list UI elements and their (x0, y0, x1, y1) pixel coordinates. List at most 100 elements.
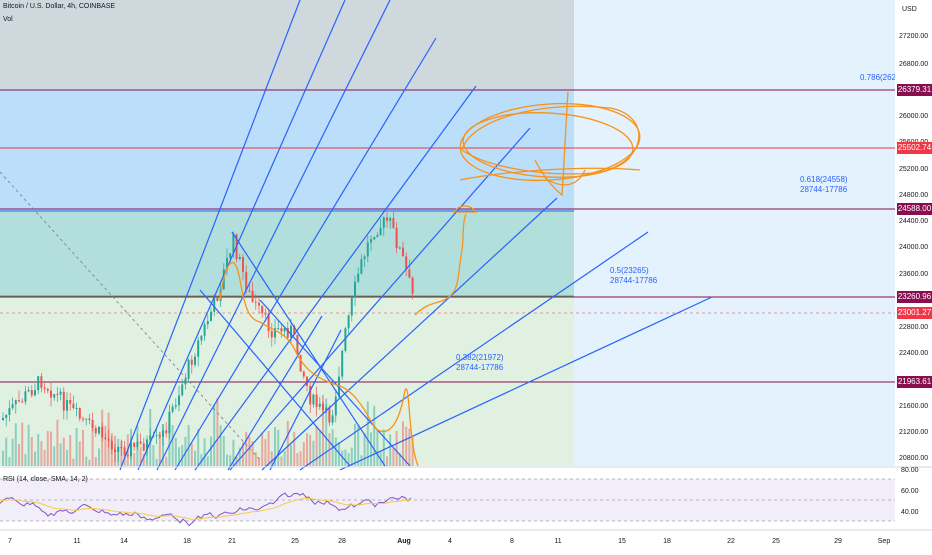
volume-bar (62, 437, 65, 466)
price-axis[interactable]: USD 27200.00 26800.00 26000.00 25600.00 … (895, 0, 932, 530)
ellipse-drawing[interactable] (461, 109, 634, 182)
rsi-sma-line (0, 497, 412, 520)
candle-body (376, 234, 379, 237)
candle-body (213, 297, 216, 312)
fan-line[interactable] (174, 37, 437, 471)
candle-body (238, 257, 241, 260)
volume-bar (411, 435, 414, 466)
candlesticks (2, 211, 414, 463)
volume-bar (238, 447, 241, 466)
candle-body (318, 403, 321, 407)
volume-bar (392, 448, 395, 466)
volume-bar (357, 425, 360, 466)
rsi-line (0, 492, 412, 527)
candle-body (66, 400, 68, 411)
fib-zone-top (0, 0, 574, 90)
candle-body (139, 441, 142, 444)
rsi-pane[interactable]: RSI (14, close, SMA, 14, 2) 80.00 60.00 … (0, 466, 932, 527)
volume-bar (197, 429, 200, 466)
candle-body (136, 441, 139, 447)
candle-body (101, 426, 104, 438)
fan-line[interactable] (339, 296, 713, 471)
ellipse-drawing[interactable] (458, 98, 643, 186)
volume-bar (216, 398, 219, 466)
candle-body (286, 328, 289, 338)
fan-line-descending[interactable] (199, 289, 351, 467)
candle-body (264, 313, 267, 315)
candle-body (331, 415, 334, 423)
candle-body (46, 389, 49, 391)
volume-bar (146, 447, 148, 466)
candle-body (14, 400, 17, 405)
price-tag: 23001.27 (897, 307, 932, 319)
candle-body (184, 378, 187, 385)
volume-bar (82, 429, 84, 466)
candle-body (158, 435, 161, 437)
fan-line[interactable] (299, 231, 649, 471)
volume-label[interactable]: Vol (3, 16, 13, 23)
fib-label-05-range: 28744-17786 (610, 276, 658, 285)
candle-body (78, 407, 81, 419)
fan-line[interactable] (156, 0, 391, 471)
fan-line[interactable] (137, 0, 346, 471)
price-tag: 23260.96 (897, 291, 932, 303)
candle-body (280, 328, 283, 332)
time-tick: 18 (663, 538, 671, 545)
candle-body (18, 400, 20, 402)
candle-body (325, 407, 328, 411)
volume-bar (226, 454, 228, 466)
price-tick: 26800.00 (899, 61, 928, 68)
candle-body (251, 290, 254, 302)
candle-body (254, 301, 257, 303)
candle-body (302, 371, 305, 377)
candle-body (59, 391, 62, 395)
candle-body (360, 259, 363, 274)
freehand-stroke[interactable] (544, 169, 586, 186)
volume-bar (312, 440, 315, 466)
volume-bar (5, 437, 8, 466)
projection-path[interactable] (414, 213, 467, 316)
candle-body (120, 446, 123, 449)
symbol-title[interactable]: Bitcoin / U.S. Dollar, 4h, COINBASE (3, 3, 116, 10)
volume-bar (165, 456, 168, 466)
candle-body (245, 271, 248, 291)
projection-arrow[interactable] (452, 205, 478, 213)
trend-dashed-line[interactable] (0, 171, 261, 461)
fan-line-descending[interactable] (231, 231, 386, 467)
freehand-stroke[interactable] (459, 167, 641, 181)
price-tick: 23600.00 (899, 271, 928, 278)
fan-line[interactable] (194, 85, 477, 471)
candle-body (107, 438, 110, 441)
freehand-drawing[interactable] (219, 91, 643, 467)
fan-line[interactable] (119, 0, 301, 471)
volume-bar (242, 442, 244, 466)
candle-body (34, 390, 36, 396)
volume-bar (386, 456, 388, 466)
projection-path[interactable] (219, 261, 419, 467)
candle-body (178, 395, 180, 406)
candle-body (5, 414, 8, 418)
time-tick: 21 (228, 538, 236, 545)
volume-bar (50, 431, 52, 466)
fan-line-descending[interactable] (259, 299, 411, 467)
candle-body (386, 217, 388, 221)
candle-body (149, 435, 152, 440)
freehand-stroke[interactable] (534, 91, 569, 197)
candle-body (411, 277, 414, 294)
fan-line[interactable] (227, 315, 323, 471)
candle-body (72, 403, 75, 409)
candle-body (171, 406, 174, 412)
fan-line[interactable] (261, 197, 558, 471)
volume-bar (152, 445, 155, 466)
volume-bar (382, 429, 385, 466)
volume-bar (286, 420, 289, 466)
fan-line[interactable] (229, 127, 531, 471)
price-tick: 27200.00 (899, 33, 928, 40)
gann-fan[interactable] (119, 0, 713, 471)
time-axis[interactable]: 7 11 14 18 21 25 28 Aug 4 8 11 15 18 22 … (0, 529, 932, 545)
fan-line[interactable] (269, 329, 342, 471)
volume-bar (219, 425, 222, 466)
price-tick: 25200.00 (899, 166, 928, 173)
